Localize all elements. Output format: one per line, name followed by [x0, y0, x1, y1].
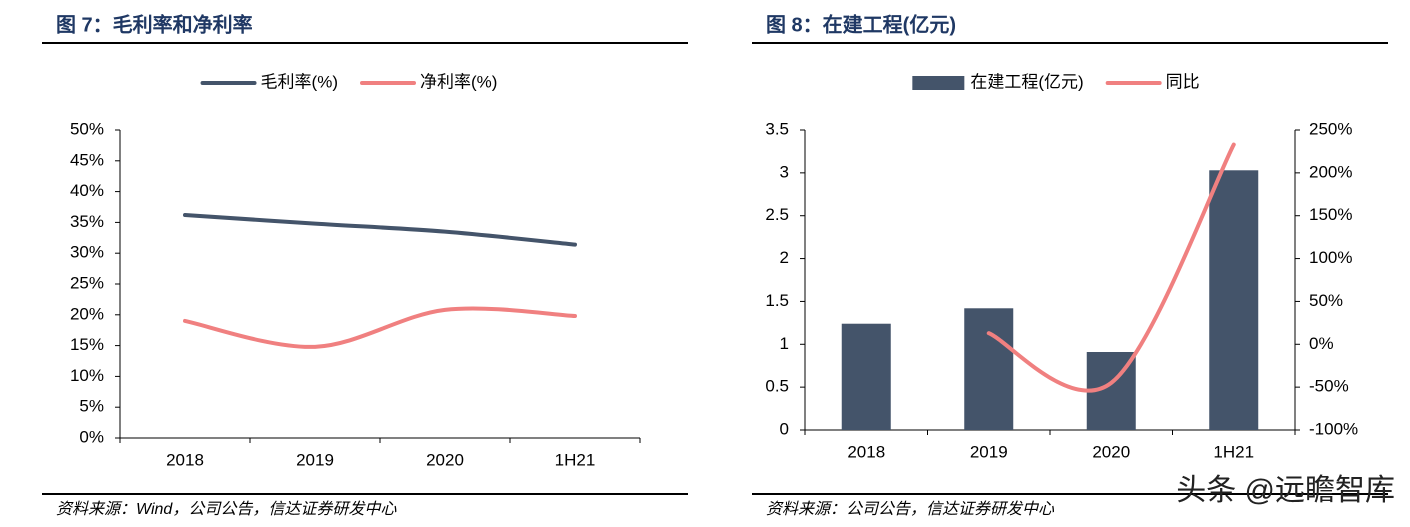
bar: [841, 323, 891, 430]
y2-tick-label: 250%: [1309, 119, 1352, 138]
y2-tick-label: -100%: [1309, 419, 1358, 438]
y2-tick-label: 100%: [1309, 248, 1352, 267]
y-tick-label: 2: [780, 248, 789, 267]
source-note: 资料来源：Wind，公司公告，信达证券研发中心: [56, 500, 397, 518]
x-tick-label: 1H21: [555, 450, 596, 469]
y-tick-label: 50%: [70, 119, 104, 138]
y-tick-label: 35%: [70, 212, 104, 231]
y2-tick-label: 0%: [1309, 334, 1334, 353]
y-tick-label: 25%: [70, 273, 104, 292]
watermark: 头条 @远瞻智库: [1176, 474, 1395, 507]
bar: [964, 308, 1014, 430]
y-tick-label: 2.5: [765, 205, 789, 224]
y2-tick-label: -50%: [1309, 377, 1349, 396]
y2-tick-label: 150%: [1309, 205, 1352, 224]
x-tick-label: 2019: [296, 450, 334, 469]
y-tick-label: 1: [780, 334, 789, 353]
y-tick-label: 3: [780, 162, 789, 181]
x-tick-label: 2020: [1092, 442, 1130, 461]
y-tick-label: 1.5: [765, 291, 789, 310]
legend-label: 同比: [1166, 72, 1200, 91]
y-tick-label: 0.5: [765, 377, 789, 396]
x-tick-label: 2018: [847, 442, 885, 461]
bar: [1209, 170, 1259, 431]
y-tick-label: 45%: [70, 150, 104, 169]
y-tick-label: 3.5: [765, 119, 789, 138]
y-tick-label: 40%: [70, 181, 104, 200]
chart-title: 图 7：毛利率和净利率: [56, 12, 253, 36]
legend-label: 净利率(%): [420, 72, 497, 91]
y-tick-label: 15%: [70, 335, 104, 354]
y-tick-label: 10%: [70, 366, 104, 385]
y-tick-label: 30%: [70, 243, 104, 262]
chart-title: 图 8：在建工程(亿元): [766, 12, 956, 36]
y-tick-label: 20%: [70, 304, 104, 323]
x-tick-label: 1H21: [1213, 442, 1254, 461]
series-line: [183, 306, 577, 349]
legend-label: 毛利率(%): [261, 72, 338, 91]
series-line: [986, 142, 1236, 393]
legend-swatch: [912, 76, 965, 90]
series-line: [183, 213, 577, 247]
x-tick-label: 2019: [970, 442, 1008, 461]
y-tick-label: 0: [780, 419, 789, 438]
x-tick-label: 2018: [166, 450, 204, 469]
y-tick-label: 0%: [79, 427, 104, 446]
legend-label: 在建工程(亿元): [970, 72, 1083, 91]
source-note: 资料来源：公司公告，信达证券研发中心: [766, 500, 1055, 518]
y2-tick-label: 50%: [1309, 291, 1343, 310]
y2-tick-label: 200%: [1309, 162, 1352, 181]
y-tick-label: 5%: [79, 397, 104, 416]
x-tick-label: 2020: [426, 450, 464, 469]
